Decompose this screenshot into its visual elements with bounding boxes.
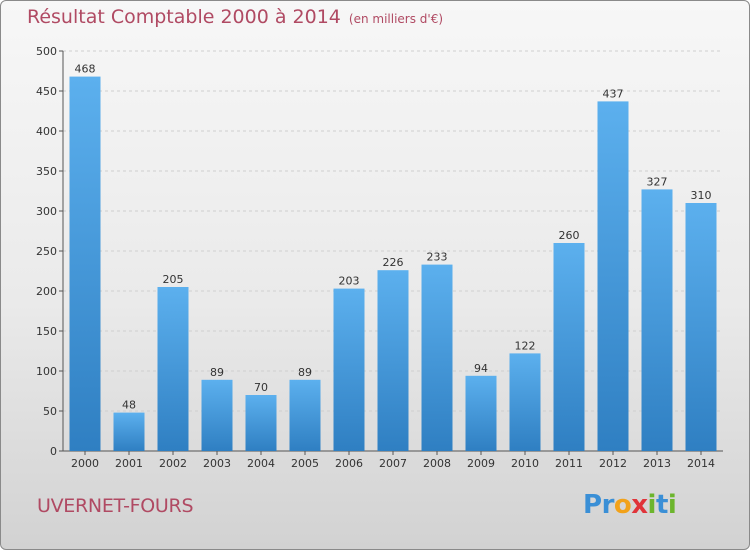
y-tick-label: 150 — [36, 325, 57, 338]
y-tick-label: 300 — [36, 205, 57, 218]
bar — [553, 243, 585, 451]
value-label: 260 — [559, 229, 580, 242]
bar — [289, 379, 321, 451]
bar — [597, 101, 629, 452]
y-tick-label: 100 — [36, 365, 57, 378]
x-tick-label: 2012 — [599, 457, 627, 470]
x-tick-label: 2010 — [511, 457, 539, 470]
x-tick-label: 2013 — [643, 457, 671, 470]
logo-letter: o — [613, 490, 632, 520]
value-label: 203 — [339, 275, 360, 288]
x-tick-label: 2000 — [71, 457, 99, 470]
bar — [509, 353, 541, 451]
logo-letter: i — [647, 490, 657, 520]
x-tick-label: 2014 — [687, 457, 715, 470]
x-tick-label: 2004 — [247, 457, 275, 470]
x-tick-label: 2003 — [203, 457, 231, 470]
y-tick-label: 200 — [36, 285, 57, 298]
value-label: 89 — [210, 366, 224, 379]
bar — [333, 288, 365, 451]
value-label: 89 — [298, 366, 312, 379]
bar — [245, 395, 277, 451]
y-tick-label: 450 — [36, 85, 57, 98]
value-label: 226 — [383, 256, 404, 269]
bar — [201, 379, 233, 451]
bar — [465, 375, 497, 451]
value-label: 327 — [647, 175, 668, 188]
logo-letter: r — [601, 490, 615, 520]
x-tick-label: 2005 — [291, 457, 319, 470]
y-tick-label: 500 — [36, 45, 57, 58]
commune-name: UVERNET-FOURS — [37, 495, 194, 517]
bar — [377, 270, 409, 451]
x-tick-label: 2006 — [335, 457, 363, 470]
value-label: 205 — [163, 273, 184, 286]
value-label: 468 — [75, 63, 96, 76]
value-label: 94 — [474, 362, 488, 375]
chart-subtitle: (en milliers d'€) — [348, 12, 444, 26]
x-tick-label: 2008 — [423, 457, 451, 470]
value-label: 122 — [515, 339, 536, 352]
x-tick-label: 2001 — [115, 457, 143, 470]
y-tick-label: 250 — [36, 245, 57, 258]
title-text: Résultat Comptable 2000 à 2014 — [27, 6, 341, 28]
bar — [421, 264, 453, 451]
logo-letter: i — [667, 490, 677, 520]
y-tick-label: 0 — [50, 445, 57, 458]
bar — [641, 189, 673, 451]
x-tick-label: 2009 — [467, 457, 495, 470]
proxiti-logo[interactable]: Proxiti — [583, 490, 677, 520]
x-tick-label: 2011 — [555, 457, 583, 470]
x-tick-label: 2007 — [379, 457, 407, 470]
bar — [685, 203, 717, 451]
value-label: 310 — [691, 189, 712, 202]
chart-title: Résultat Comptable 2000 à 2014 (en millie… — [27, 6, 443, 28]
value-label: 70 — [254, 381, 268, 394]
y-tick-label: 50 — [43, 405, 57, 418]
logo-letter: x — [631, 490, 648, 520]
value-label: 233 — [427, 251, 448, 264]
logo-letter: t — [655, 490, 668, 520]
bar — [157, 287, 189, 451]
y-tick-label: 350 — [36, 165, 57, 178]
y-tick-label: 400 — [36, 125, 57, 138]
value-label: 48 — [122, 399, 136, 412]
value-label: 437 — [603, 87, 624, 100]
bar — [69, 76, 101, 451]
x-tick-label: 2002 — [159, 457, 187, 470]
logo-letter: P — [583, 490, 602, 520]
bar — [113, 412, 145, 451]
